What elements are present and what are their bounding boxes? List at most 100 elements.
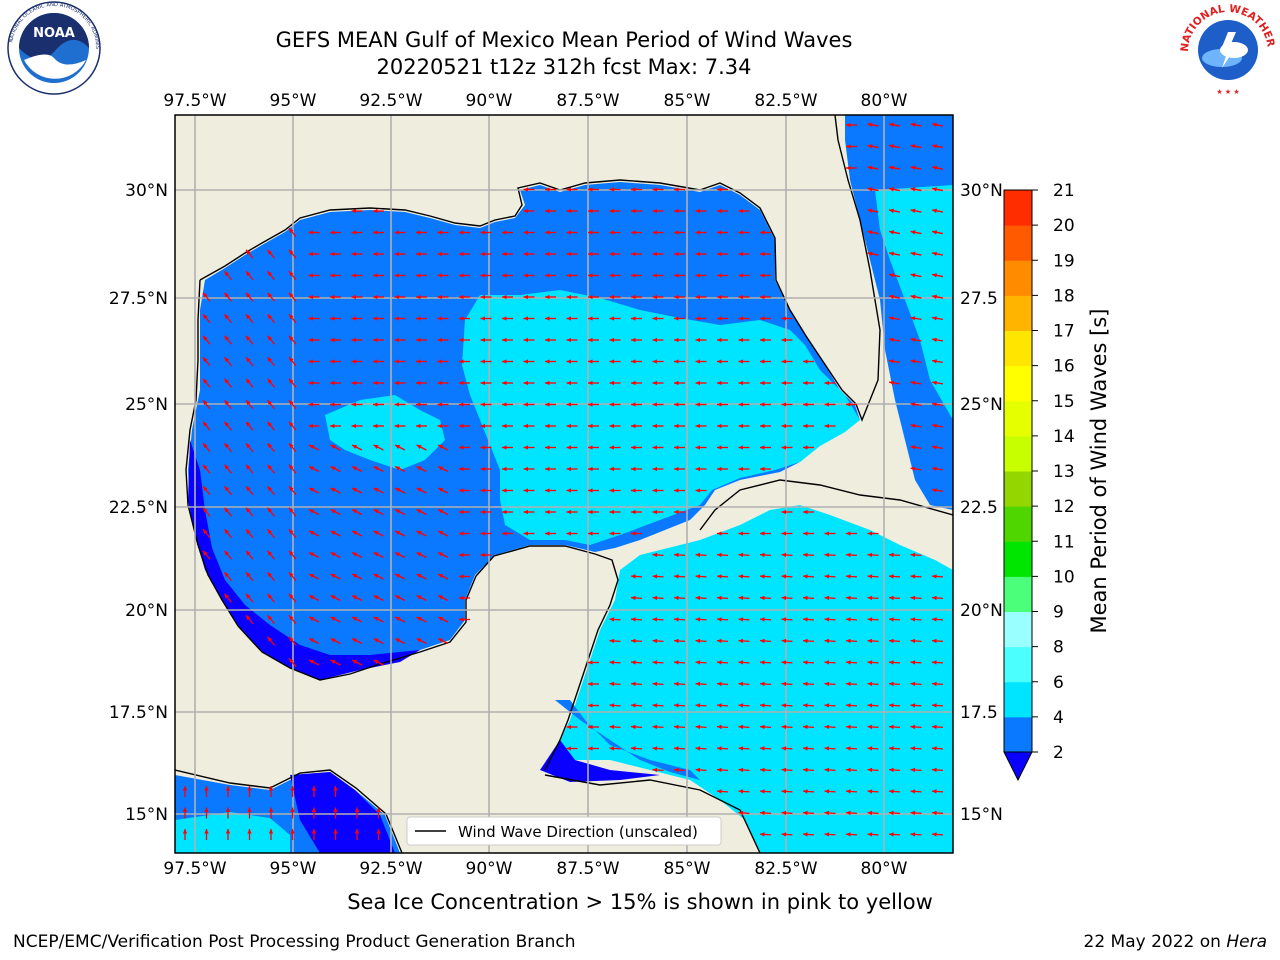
wind-wave-arrow-head (351, 294, 357, 300)
wind-wave-arrow-head (288, 572, 294, 578)
wind-wave-arrow-head (889, 746, 894, 751)
wind-wave-arrow-head (373, 638, 379, 643)
wind-wave-arrow-head (717, 294, 722, 300)
wind-wave-arrow-head (889, 660, 894, 665)
footer-date-text: 22 May 2022 on (1083, 932, 1227, 952)
wind-wave-arrow-head (609, 703, 615, 708)
wind-wave-arrow-head (308, 251, 314, 257)
wind-wave-arrow-head (717, 208, 722, 214)
legend-label: Wind Wave Direction (unscaled) (458, 823, 698, 841)
wind-wave-arrow-head (416, 445, 422, 449)
wind-wave-arrow-head (416, 251, 421, 257)
wind-wave-arrow-head (674, 208, 679, 214)
wind-wave-arrow-head (523, 531, 529, 536)
colorbar-tick-label: 8 (1053, 638, 1064, 658)
wind-wave-arrow-head (781, 359, 787, 364)
wind-wave-arrow-head (588, 466, 593, 472)
wind-wave-arrow-head (330, 638, 336, 643)
wind-wave-arrow-head (566, 359, 572, 364)
wind-wave-arrow-head (437, 337, 443, 343)
wind-wave-arrow-head (480, 380, 486, 386)
wind-wave-arrow-head (695, 208, 701, 214)
wind-wave-arrow-head (438, 574, 444, 578)
wind-wave-arrow-head (760, 681, 765, 687)
map-legend: Wind Wave Direction (unscaled) (406, 816, 722, 846)
wind-wave-arrow-head (330, 445, 336, 449)
wind-wave-arrow-head (781, 767, 787, 773)
wind-wave-arrow-head (438, 638, 444, 643)
wind-wave-arrow-head (566, 402, 572, 407)
wind-wave-arrow-head (738, 466, 744, 472)
wind-wave-arrow-head (867, 638, 873, 644)
wind-wave-arrow-head (738, 230, 744, 235)
wind-wave-arrow-head (695, 230, 701, 235)
wind-wave-arrow-head (588, 251, 593, 257)
wind-wave-arrow-head (609, 316, 615, 321)
wind-wave-arrow-head (867, 552, 873, 558)
wind-wave-arrow-head (738, 638, 744, 644)
wind-wave-arrow-head (459, 617, 464, 622)
wind-wave-arrow-head (245, 249, 251, 255)
wind-wave-arrow-head (674, 660, 679, 665)
colorbar-tick-label: 19 (1053, 251, 1075, 271)
colorbar-segment (1004, 611, 1032, 648)
wind-wave-arrow-head (545, 509, 550, 515)
wind-wave-arrow-head (932, 294, 937, 299)
wind-wave-arrow-head (588, 273, 593, 278)
wind-wave-arrow-head (932, 316, 937, 321)
wind-wave-arrow-head (631, 617, 636, 622)
chart-subtitle: 20220521 t12z 312h fcst Max: 7.34 (376, 55, 752, 79)
wind-wave-arrow-head (695, 724, 701, 730)
wind-wave-arrow-head (351, 359, 357, 364)
wind-wave-arrow-head (609, 380, 615, 386)
wind-wave-arrow-head (545, 423, 550, 429)
colorbar-tick-label: 6 (1053, 673, 1064, 693)
wind-wave-arrow-head (910, 746, 916, 751)
wind-wave-arrow-head (695, 402, 701, 407)
wind-wave-arrow-head (267, 292, 273, 298)
wind-wave-arrow-head (502, 273, 507, 278)
wind-wave-arrow-head (523, 294, 529, 300)
wind-wave-arrow-head (588, 208, 593, 214)
wind-wave-arrow-head (803, 423, 808, 429)
wind-wave-arrow-head (867, 810, 873, 816)
wind-wave-arrow-head (846, 122, 851, 128)
wind-wave-arrow-head (609, 617, 615, 622)
wind-wave-arrow-head (674, 509, 679, 515)
wind-wave-arrow-head (889, 208, 894, 213)
lon-label: 82.5°W (754, 859, 817, 879)
wind-wave-arrow-head (438, 552, 444, 557)
wind-wave-arrow-head (267, 593, 273, 599)
wind-wave-arrow-head (438, 617, 444, 621)
wind-wave-arrow-head (566, 187, 572, 192)
wind-wave-arrow-head (717, 789, 722, 794)
wind-wave-arrow-head (781, 832, 787, 837)
wind-wave-arrow-head (202, 529, 208, 535)
wind-wave-arrow-head (609, 423, 615, 429)
wind-wave-arrow-head (202, 378, 208, 384)
lat-label: 30°N (960, 181, 1003, 201)
wind-wave-arrow-head (202, 314, 208, 320)
wind-wave-arrow-head (480, 531, 486, 536)
wind-wave-arrow-head (932, 402, 937, 407)
wind-wave-arrow-head (609, 294, 615, 300)
wind-wave-arrow-head (674, 316, 679, 321)
wind-wave-arrow-head (889, 165, 894, 170)
wind-wave-arrow-head (846, 574, 851, 579)
wind-wave-arrow-head (245, 572, 251, 578)
wind-wave-arrow-head (247, 807, 252, 813)
wind-wave-arrow-head (631, 445, 636, 450)
wind-wave-arrow-head (373, 552, 379, 557)
wind-wave-arrow-head (545, 402, 550, 407)
wind-wave-arrow-head (437, 316, 443, 321)
wind-wave-arrow-head (738, 660, 744, 665)
wind-wave-arrow-head (202, 400, 208, 406)
wind-wave-arrow-head (652, 230, 658, 235)
wind-wave-arrow-head (695, 337, 701, 343)
colorbar-segment (1004, 435, 1032, 472)
wind-wave-arrow-head (224, 464, 230, 470)
wind-wave-arrow-head (760, 316, 765, 321)
wind-wave-arrow-head (910, 552, 916, 558)
wind-wave-arrow-head (267, 421, 273, 427)
wind-wave-arrow-head (631, 466, 636, 472)
